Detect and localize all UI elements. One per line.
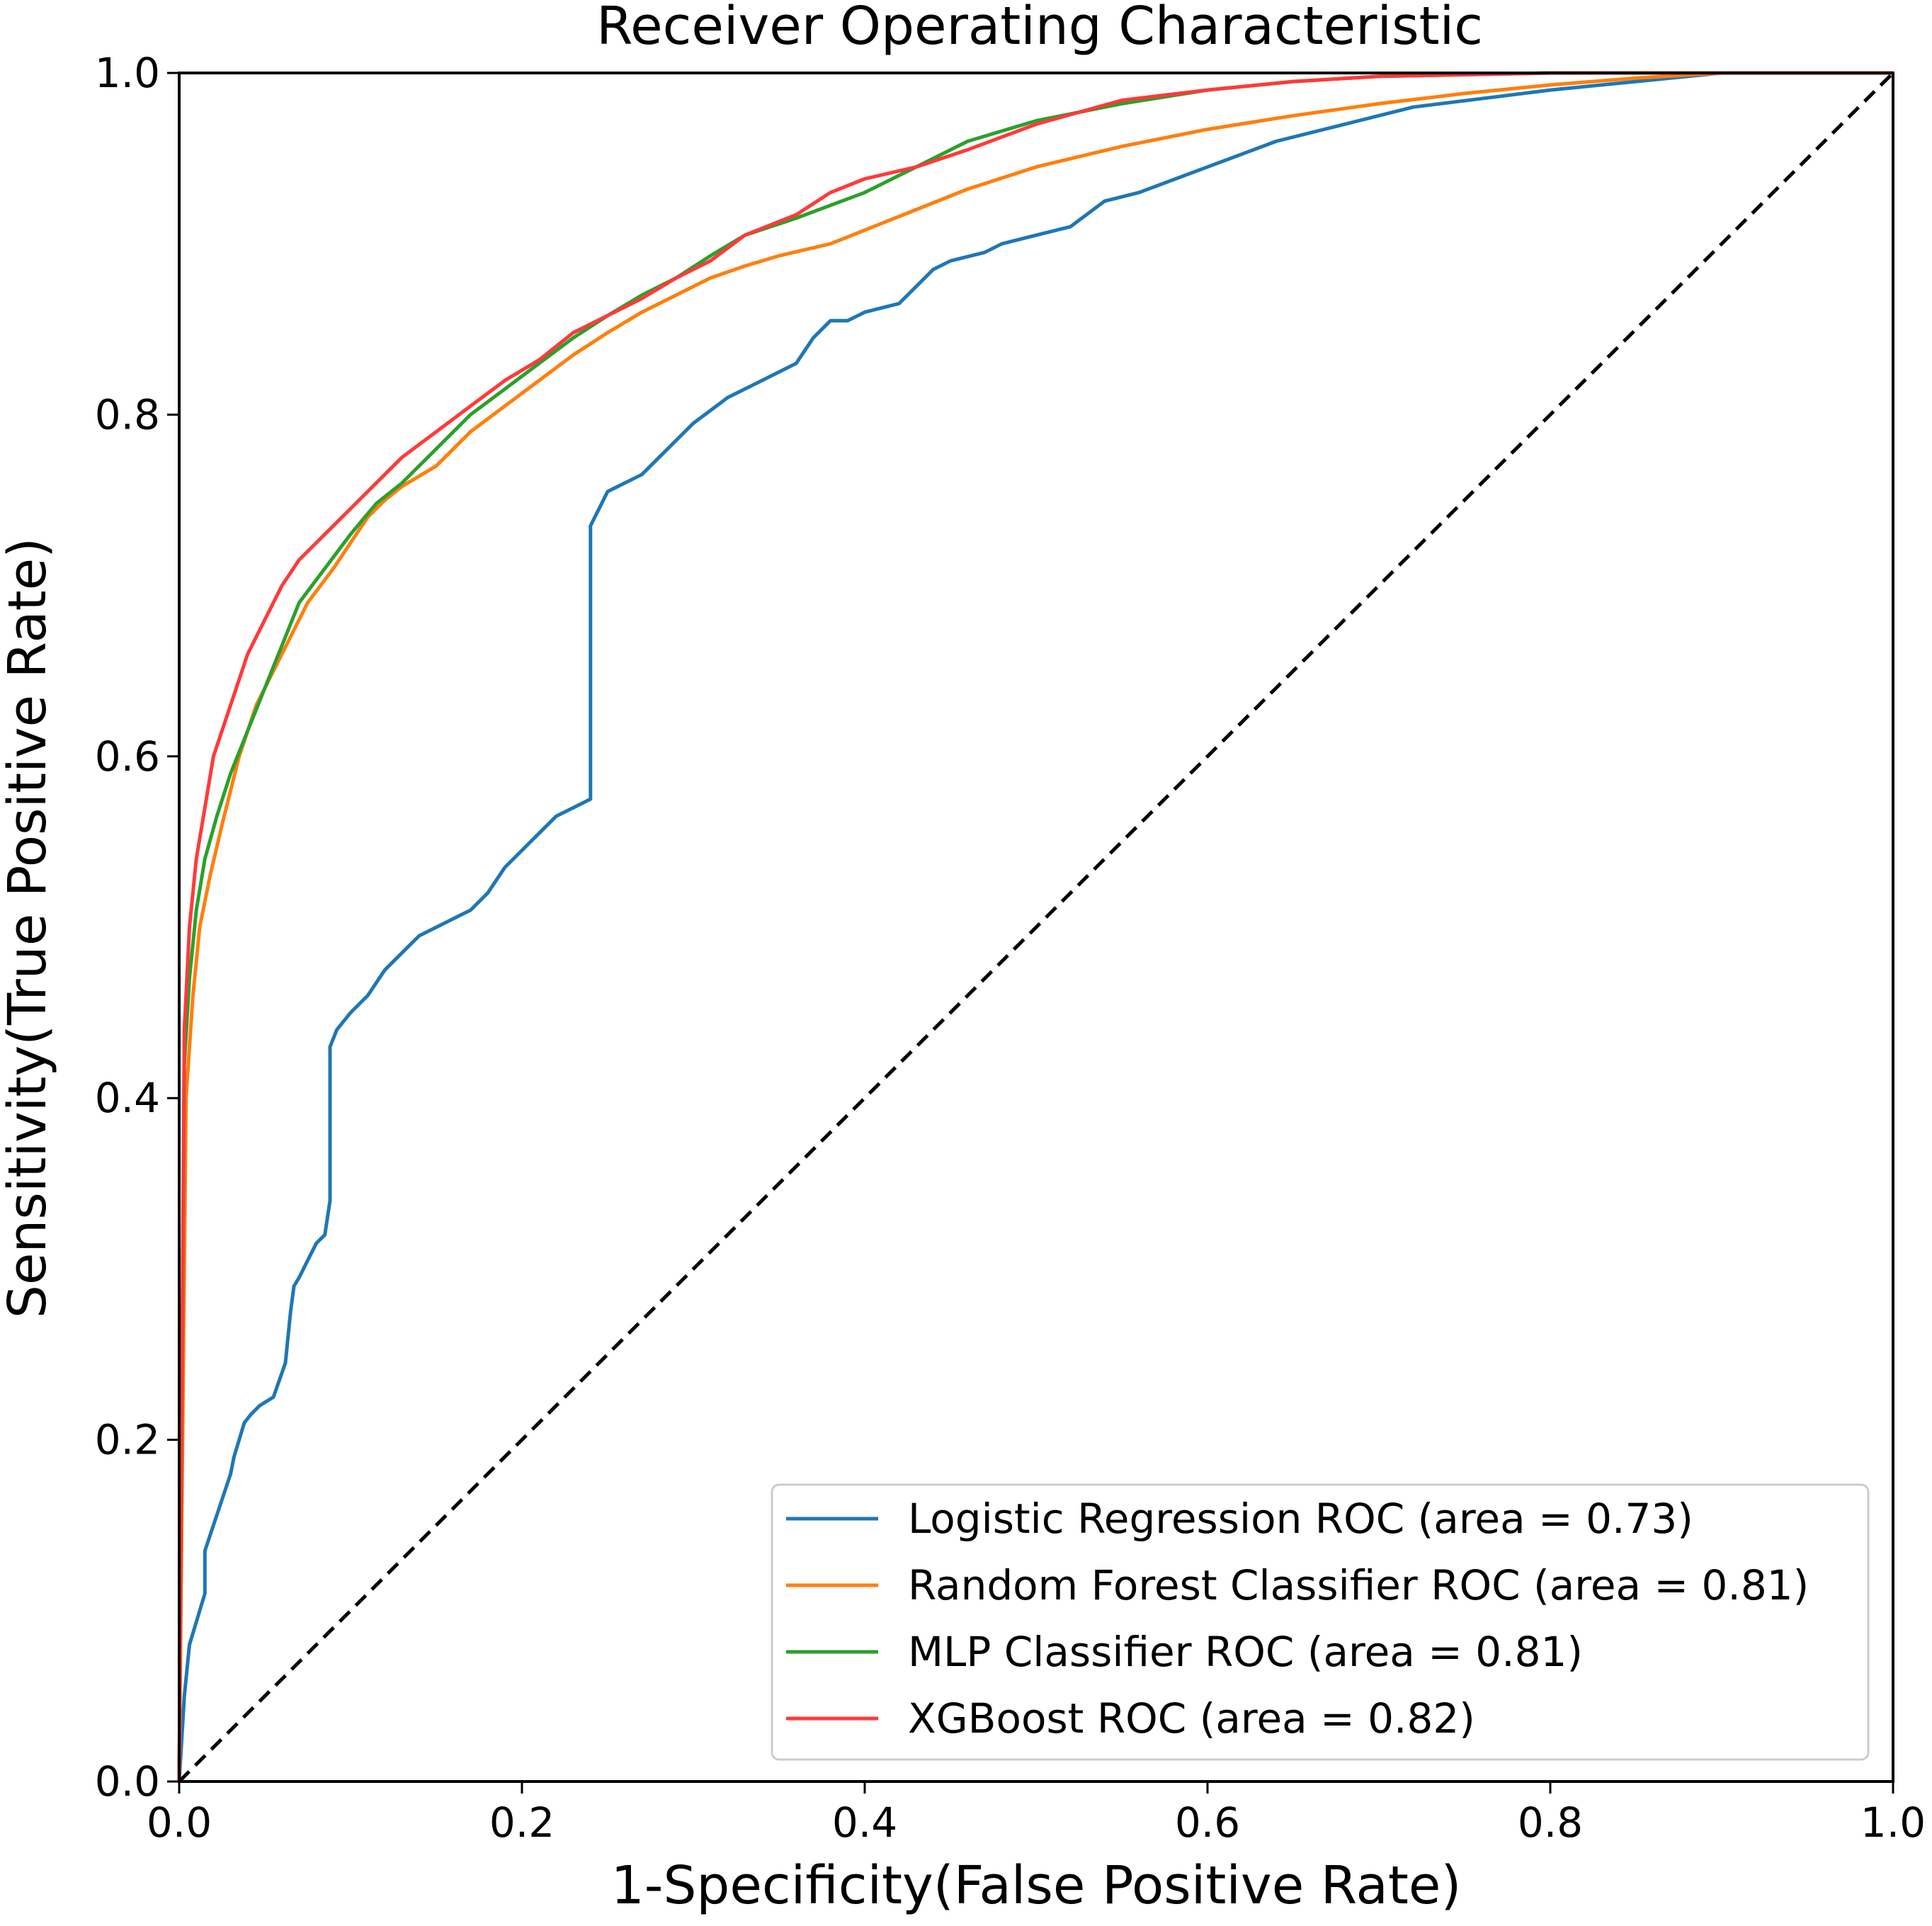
y-axis-ticks: 0.0 0.2 0.4 0.6 0.8 1.0 bbox=[95, 49, 179, 1806]
series-line-4 bbox=[177, 71, 1893, 1782]
y-tick-label: 0.4 bbox=[95, 1074, 160, 1122]
plot-frame bbox=[178, 72, 1894, 1783]
y-tick-label: 0.6 bbox=[95, 732, 160, 781]
legend-label-4: XGBoost ROC (area = 0.82) bbox=[908, 1694, 1475, 1743]
legend: Logistic Regression ROC (area = 0.73) Ran… bbox=[771, 1483, 1870, 1761]
legend-box bbox=[771, 1483, 1870, 1761]
x-tick-label: 1.0 bbox=[1860, 1798, 1926, 1847]
y-tick-label: 1.0 bbox=[95, 49, 160, 97]
x-tick-label: 0.4 bbox=[832, 1798, 897, 1847]
diagonal-reference-line bbox=[178, 72, 1894, 1783]
series-line-3 bbox=[177, 71, 1893, 1782]
series-line-1 bbox=[177, 71, 1893, 1782]
x-axis-ticks: 0.0 0.2 0.4 0.6 0.8 1.0 bbox=[147, 1781, 1926, 1847]
chart-title: Receiver Operating Characteristic bbox=[596, 0, 1483, 57]
legend-label-2: Random Forest Classifier ROC (area = 0.8… bbox=[908, 1561, 1809, 1609]
y-tick-label: 0.0 bbox=[95, 1757, 160, 1806]
y-tick-label: 0.2 bbox=[95, 1416, 160, 1464]
x-tick-label: 0.6 bbox=[1175, 1798, 1240, 1847]
x-axis-label: 1-Specificity(False Positive Rate) bbox=[611, 1855, 1462, 1916]
plot-lines bbox=[177, 71, 1894, 1783]
x-tick-label: 0.2 bbox=[489, 1798, 555, 1847]
x-tick-label: 0.8 bbox=[1518, 1798, 1583, 1847]
y-tick-label: 0.8 bbox=[95, 390, 160, 438]
legend-label-1: Logistic Regression ROC (area = 0.73) bbox=[908, 1495, 1693, 1543]
x-tick-label: 0.0 bbox=[147, 1798, 212, 1847]
y-axis-label: Sensitivity(True Positive Rate) bbox=[0, 538, 58, 1318]
legend-label-3: MLP Classifier ROC (area = 0.81) bbox=[908, 1628, 1583, 1676]
